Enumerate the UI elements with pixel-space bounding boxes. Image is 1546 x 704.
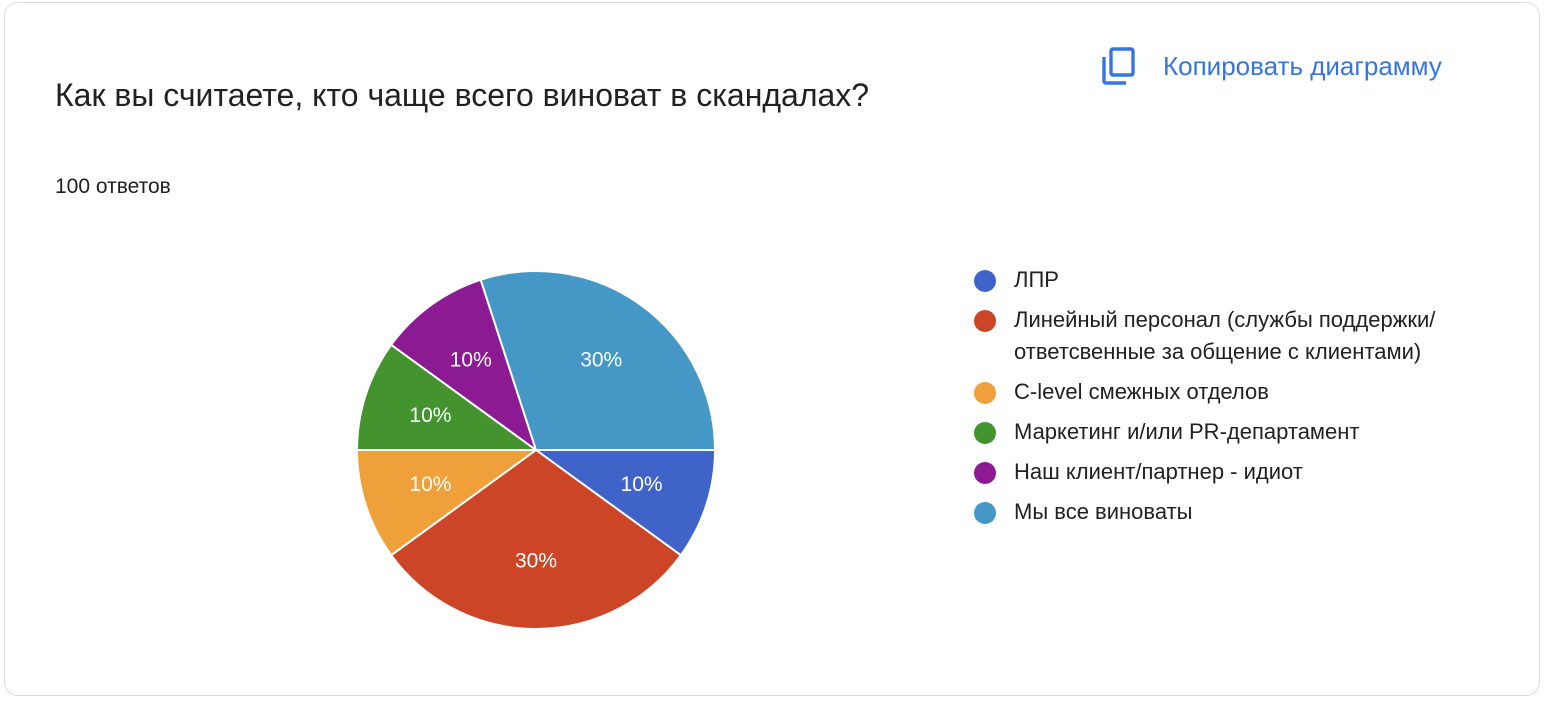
copy-chart-button[interactable]: Копировать диаграмму: [1099, 41, 1442, 91]
legend-swatch-0: [974, 270, 996, 292]
legend-label-2: C-level смежных отделов: [1014, 379, 1269, 404]
legend-item-0[interactable]: ЛПР: [974, 264, 1444, 296]
legend-label-3: Маркетинг и/или PR-департамент: [1014, 419, 1360, 444]
pie-slice-0[interactable]: [532, 449, 717, 557]
chart-card: Как вы считаете, кто чаще всего виноват …: [4, 2, 1540, 696]
pie-slice-1[interactable]: [389, 448, 683, 630]
pie-slice-label-3: 10%: [409, 404, 451, 427]
legend-item-2[interactable]: C-level смежных отделов: [974, 376, 1444, 408]
legend-item-3[interactable]: Маркетинг и/или PR-департамент: [974, 416, 1444, 448]
legend: ЛПР Линейный персонал (службы поддержки/о…: [974, 264, 1444, 536]
legend-swatch-5: [974, 502, 996, 524]
legend-item-4[interactable]: Наш клиент/партнер - идиот: [974, 456, 1444, 488]
legend-label-5: Мы все виноваты: [1014, 499, 1193, 524]
legend-label-0: ЛПР: [1014, 267, 1059, 292]
pie-slice-label-0: 10%: [621, 473, 663, 496]
question-title: Как вы считаете, кто чаще всего виноват …: [55, 77, 870, 113]
copy-icon: [1099, 46, 1139, 86]
legend-item-1[interactable]: Линейный персонал (службы поддержки/отве…: [974, 304, 1444, 368]
pie-slice-label-4: 10%: [450, 349, 492, 372]
copy-chart-label: Копировать диаграмму: [1163, 50, 1442, 81]
legend-swatch-3: [974, 422, 996, 444]
response-count: 100 ответов: [55, 175, 171, 198]
pie-slice-3[interactable]: [355, 343, 540, 451]
pie-slice-label-2: 10%: [409, 473, 451, 496]
legend-label-4: Наш клиент/партнер - идиот: [1014, 459, 1303, 484]
pie-slice-4[interactable]: [389, 278, 538, 453]
legend-swatch-1: [974, 310, 996, 332]
legend-item-5[interactable]: Мы все виноваты: [974, 496, 1444, 528]
legend-label-1: Линейный персонал (службы поддержки/отве…: [1014, 307, 1436, 364]
pie-slice-label-5: 30%: [580, 349, 622, 372]
pie-slice-label-1: 30%: [515, 549, 557, 572]
legend-swatch-2: [974, 382, 996, 404]
pie-slice-2[interactable]: [355, 449, 540, 557]
pie-slice-5[interactable]: [479, 270, 717, 451]
legend-swatch-4: [974, 462, 996, 484]
